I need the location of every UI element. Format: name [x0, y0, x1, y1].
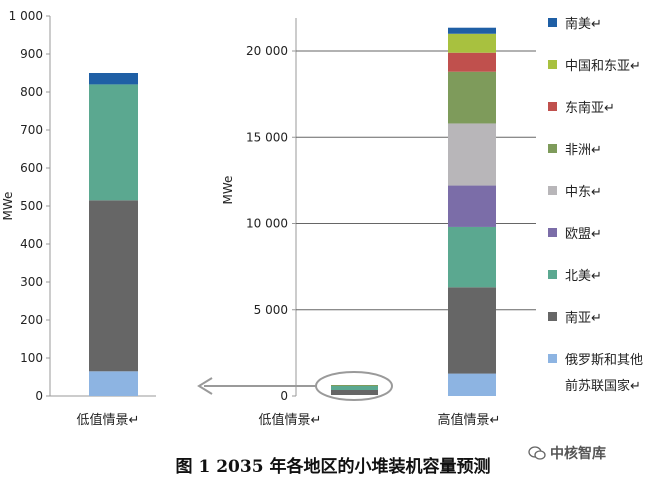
bar-segment	[448, 287, 496, 374]
legend-swatch	[548, 186, 557, 195]
y-tick-label: 400	[20, 237, 43, 251]
legend-swatch	[548, 144, 557, 153]
bar-segment	[331, 390, 378, 395]
y-tick-label: 100	[20, 351, 43, 365]
bar-segment	[448, 27, 496, 34]
legend-label: 南亚↵	[565, 310, 602, 326]
y-tick-label: 200	[20, 313, 43, 327]
y-axis-label: MWe	[221, 176, 235, 205]
bar-segment	[331, 386, 378, 390]
y-axis-label: MWe	[1, 192, 15, 221]
bar-segment	[448, 52, 496, 72]
bar-segment	[448, 123, 496, 186]
legend-swatch	[548, 228, 557, 237]
legend-label-continued: 前苏联国家↵	[565, 378, 641, 394]
legend-swatch	[548, 102, 557, 111]
legend-swatch	[548, 354, 557, 363]
y-tick-label: 800	[20, 85, 43, 99]
bar-segment	[448, 185, 496, 227]
bar-segment	[89, 84, 138, 201]
bar-segment	[448, 373, 496, 396]
wechat-icon	[528, 446, 546, 460]
figure-caption: 图 1 2035 年各地区的小堆装机容量预测	[175, 457, 491, 477]
y-tick-label: 5 000	[254, 303, 288, 317]
zoom-annotation	[197, 371, 393, 401]
legend-label: 非洲↵	[565, 143, 602, 158]
legend-swatch	[548, 270, 557, 279]
legend-swatch	[548, 312, 557, 321]
y-tick-label: 0	[35, 389, 43, 403]
x-category-label: 高值情景↵	[438, 412, 501, 428]
y-tick-label: 300	[20, 275, 43, 289]
bar-segment	[89, 371, 138, 396]
arrow-head	[197, 377, 213, 395]
legend-label: 中东↵	[565, 185, 602, 200]
bar-segment	[89, 200, 138, 372]
y-tick-label: 900	[20, 47, 43, 61]
y-tick-label: 10 000	[246, 217, 288, 231]
legend-label: 中国和东亚↵	[565, 59, 641, 74]
y-tick-label: 15 000	[246, 130, 288, 144]
high-scenario-chart: 0 5 000 10 000 15 000 20 000 MWe 低值情景↵ 高值情景↵	[221, 18, 536, 428]
bar-segment	[448, 71, 496, 124]
y-tick-label: 1 000	[9, 9, 43, 23]
y-tick-label: 20 000	[246, 44, 288, 58]
y-tick-label: 700	[20, 123, 43, 137]
legend-label: 北美↵	[565, 269, 602, 284]
low-scenario-mini-bar	[331, 385, 378, 395]
legend-label: 欧盟↵	[565, 227, 602, 242]
x-category-label: 低值情景↵	[77, 412, 140, 428]
y-tick-label: 500	[20, 199, 43, 213]
low-scenario-chart: 0 100 200 300 400 500 600 700 800 900 1 000 MWe 低值情景…	[1, 9, 156, 428]
bar-segment	[448, 33, 496, 53]
legend-label: 南美↵	[565, 16, 602, 32]
watermark-text: 中核智库	[550, 446, 606, 462]
legend-label: 俄罗斯和其他	[565, 353, 643, 368]
legend-swatch	[548, 60, 557, 69]
y-tick-label: 600	[20, 161, 43, 175]
bar-segment	[331, 385, 378, 386]
bar-segment	[89, 73, 138, 85]
y-tick-label: 0	[280, 389, 288, 403]
legend-label: 东南亚↵	[565, 100, 615, 116]
x-category-label: 低值情景↵	[259, 412, 322, 428]
bar-segment	[448, 226, 496, 288]
watermark: 中核智库	[528, 443, 606, 463]
legend-swatch	[548, 18, 557, 27]
